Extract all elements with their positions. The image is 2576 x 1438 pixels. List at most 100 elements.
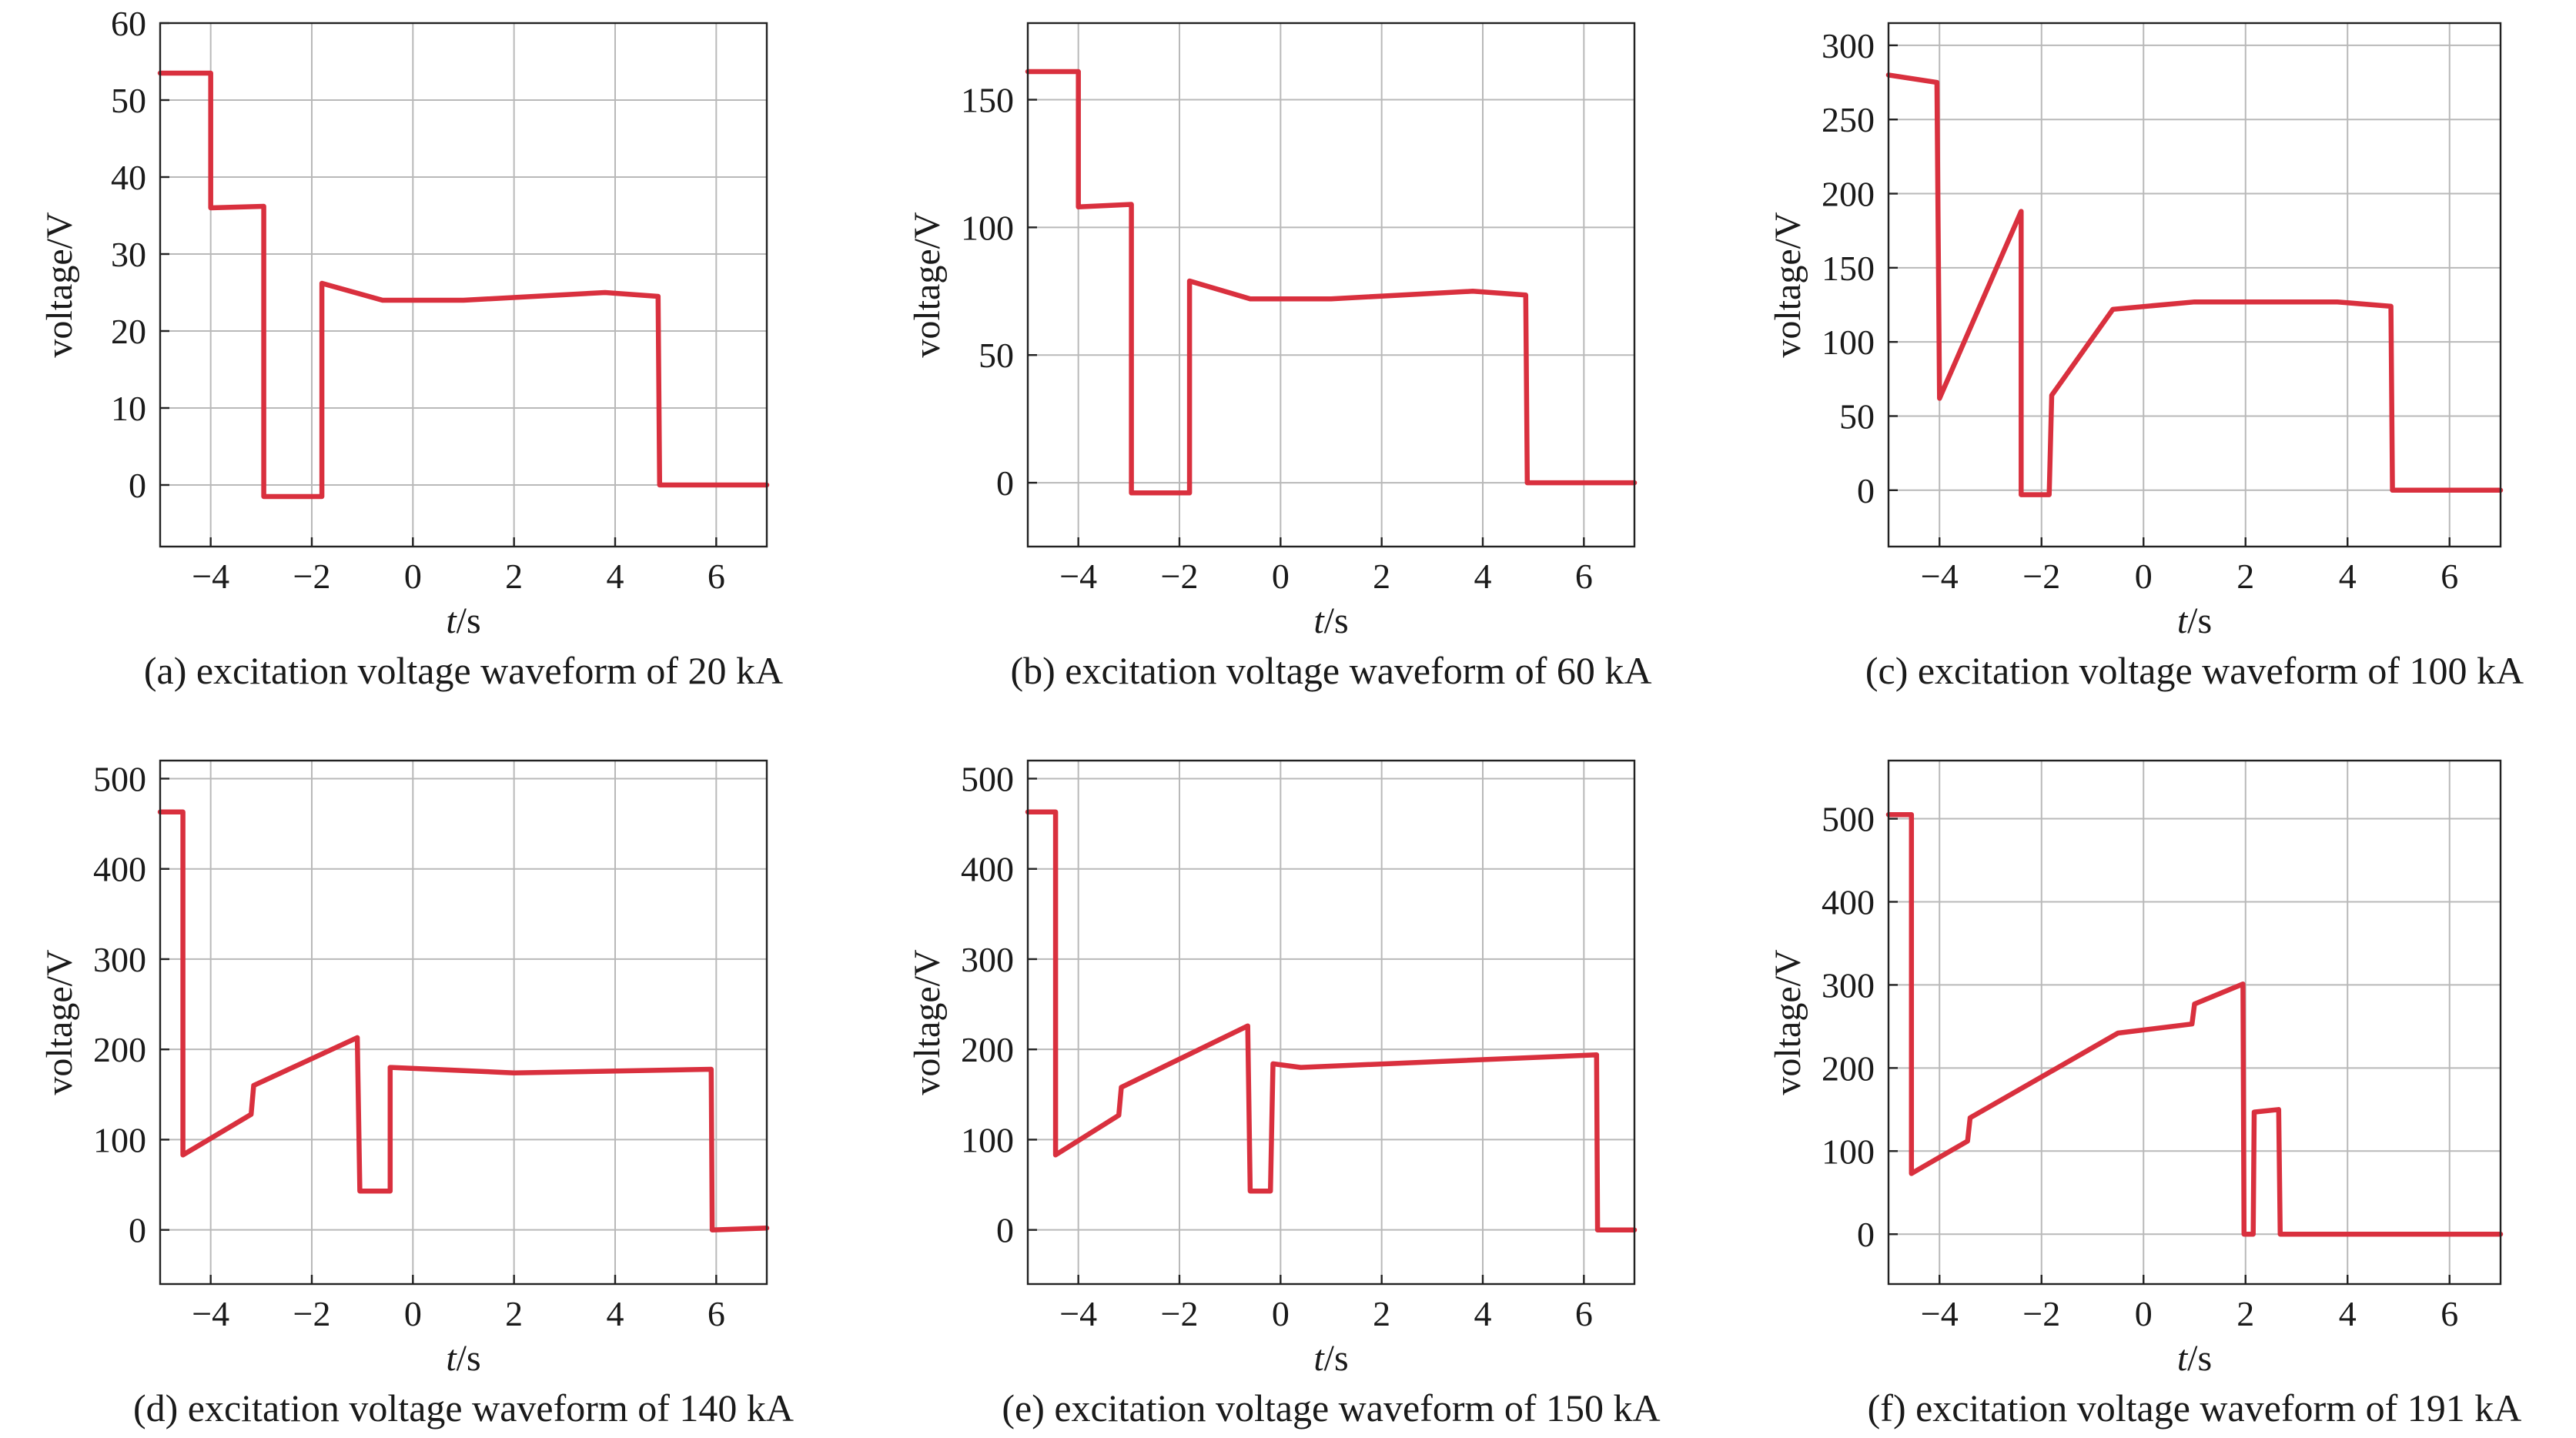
x-axis-label: t/s: [2177, 1338, 2212, 1379]
x-tick-label: 4: [607, 1294, 624, 1333]
y-tick-label: 100: [961, 1120, 1014, 1159]
x-tick-label: 0: [1272, 1294, 1290, 1333]
x-tick-label: −2: [2022, 557, 2060, 596]
y-tick-label: 100: [1822, 1132, 1875, 1171]
x-tick-label: 4: [1474, 557, 1492, 596]
x-tick-label: 6: [1575, 557, 1593, 596]
y-tick-label: 20: [111, 312, 146, 351]
x-axis-label: t/s: [1313, 1338, 1348, 1379]
x-tick-label: −4: [1921, 557, 1959, 596]
x-axis-variable: t: [446, 600, 457, 641]
y-tick-label: 400: [961, 850, 1014, 889]
y-axis-label: voltage/V: [1768, 212, 1808, 358]
x-axis-unit: /s: [457, 1338, 481, 1379]
x-tick-label: −2: [1161, 1294, 1199, 1333]
y-tick-label: 60: [111, 4, 146, 43]
x-tick-label: 2: [1373, 557, 1390, 596]
panel-caption: (f) excitation voltage waveform of 191 k…: [1868, 1386, 2522, 1430]
x-axis-label: t/s: [446, 1338, 480, 1379]
y-tick-label: 50: [1839, 396, 1875, 436]
y-tick-label: 0: [1857, 1215, 1875, 1254]
x-axis-variable: t: [2177, 1338, 2189, 1379]
plot-frame: [159, 22, 768, 548]
y-tick-label: 300: [1822, 26, 1875, 65]
x-tick-label: 2: [505, 1294, 523, 1333]
x-tick-label: 2: [2236, 557, 2254, 596]
y-tick-label: 0: [1857, 471, 1875, 510]
y-tick-label: 500: [93, 759, 146, 798]
y-tick-label: 0: [129, 1211, 146, 1250]
x-tick-label: −2: [1161, 557, 1199, 596]
chart-panel-b: −4 −2 0 2 4 6 0 50 100 150 t/s voltage/V (b) excitat…: [907, 22, 1652, 692]
x-axis-variable: t: [1313, 1338, 1325, 1379]
x-tick-label: 0: [404, 557, 422, 596]
x-tick-label: 2: [505, 557, 523, 596]
x-tick-label: −4: [1059, 557, 1097, 596]
x-tick-label: 2: [2236, 1294, 2254, 1333]
y-tick-label: 200: [93, 1030, 146, 1069]
x-tick-label: −2: [293, 557, 331, 596]
x-tick-label: −2: [293, 1294, 331, 1333]
panel-caption: (b) excitation voltage waveform of 60 kA: [1010, 649, 1651, 692]
y-tick-label: 500: [1822, 800, 1875, 839]
x-axis-unit: /s: [457, 600, 481, 641]
x-tick-label: 4: [607, 557, 624, 596]
x-tick-label: 6: [708, 557, 725, 596]
x-axis-unit: /s: [1324, 600, 1349, 641]
chart-panel-d: −4 −2 0 2 4 6 0 100 200 300 400 500 t/s voltage/V (d) …: [39, 759, 794, 1430]
x-tick-label: −4: [1059, 1294, 1097, 1333]
y-tick-label: 50: [979, 336, 1014, 375]
y-tick-label: 150: [961, 81, 1014, 120]
x-axis-unit: /s: [2187, 600, 2212, 641]
y-tick-label: 50: [111, 81, 146, 120]
y-tick-label: 0: [996, 463, 1014, 503]
x-tick-label: 0: [2135, 1294, 2153, 1333]
y-axis-label: voltage/V: [907, 949, 948, 1095]
x-tick-label: 6: [2441, 557, 2458, 596]
x-axis-label: t/s: [2177, 600, 2212, 641]
x-tick-label: 4: [2339, 557, 2357, 596]
series-line: [1885, 72, 2504, 497]
y-tick-label: 100: [93, 1120, 146, 1159]
series-line: [1025, 69, 1638, 496]
x-tick-label: −4: [192, 557, 229, 596]
panel-caption: (e) excitation voltage waveform of 150 k…: [1002, 1386, 1660, 1430]
y-tick-label: 150: [1822, 249, 1875, 288]
plot-frame: [1887, 22, 2502, 548]
series-line: [157, 809, 770, 1232]
series-line: [1885, 811, 2504, 1237]
x-axis-unit: /s: [1324, 1338, 1349, 1379]
y-tick-label: 400: [1822, 882, 1875, 921]
x-axis-variable: t: [2177, 600, 2189, 641]
x-axis-variable: t: [1313, 600, 1325, 641]
series-line: [157, 70, 770, 500]
x-tick-label: 6: [2441, 1294, 2458, 1333]
x-tick-label: 0: [1272, 557, 1290, 596]
x-tick-label: 4: [2339, 1294, 2357, 1333]
y-tick-label: 200: [1822, 1048, 1875, 1088]
x-tick-label: −4: [1921, 1294, 1959, 1333]
panel-caption: (a) excitation voltage waveform of 20 kA: [144, 649, 783, 692]
y-tick-label: 30: [111, 235, 146, 274]
panel-caption: (c) excitation voltage waveform of 100 k…: [1865, 649, 2524, 692]
plot-frame: [1026, 759, 1636, 1286]
y-tick-label: 300: [961, 940, 1014, 979]
y-tick-label: 200: [1822, 175, 1875, 214]
y-tick-label: 0: [996, 1211, 1014, 1250]
y-axis-label: voltage/V: [907, 212, 948, 358]
series-line: [1025, 809, 1638, 1232]
chart-panel-c: −4 −2 0 2 4 6 0 50 100 150 200 250 300 t/s voltage/V (c…: [1768, 22, 2524, 692]
y-tick-label: 0: [129, 466, 146, 505]
x-tick-label: −4: [192, 1294, 229, 1333]
y-tick-label: 10: [111, 389, 146, 428]
x-tick-label: 6: [1575, 1294, 1593, 1333]
y-tick-label: 250: [1822, 100, 1875, 139]
x-tick-label: 0: [2135, 557, 2153, 596]
x-axis-variable: t: [446, 1338, 457, 1379]
x-axis-label: t/s: [1313, 600, 1348, 641]
x-tick-label: 0: [404, 1294, 422, 1333]
y-tick-label: 400: [93, 850, 146, 889]
y-tick-label: 40: [111, 158, 146, 197]
panel-caption: (d) excitation voltage waveform of 140 k…: [133, 1386, 794, 1430]
